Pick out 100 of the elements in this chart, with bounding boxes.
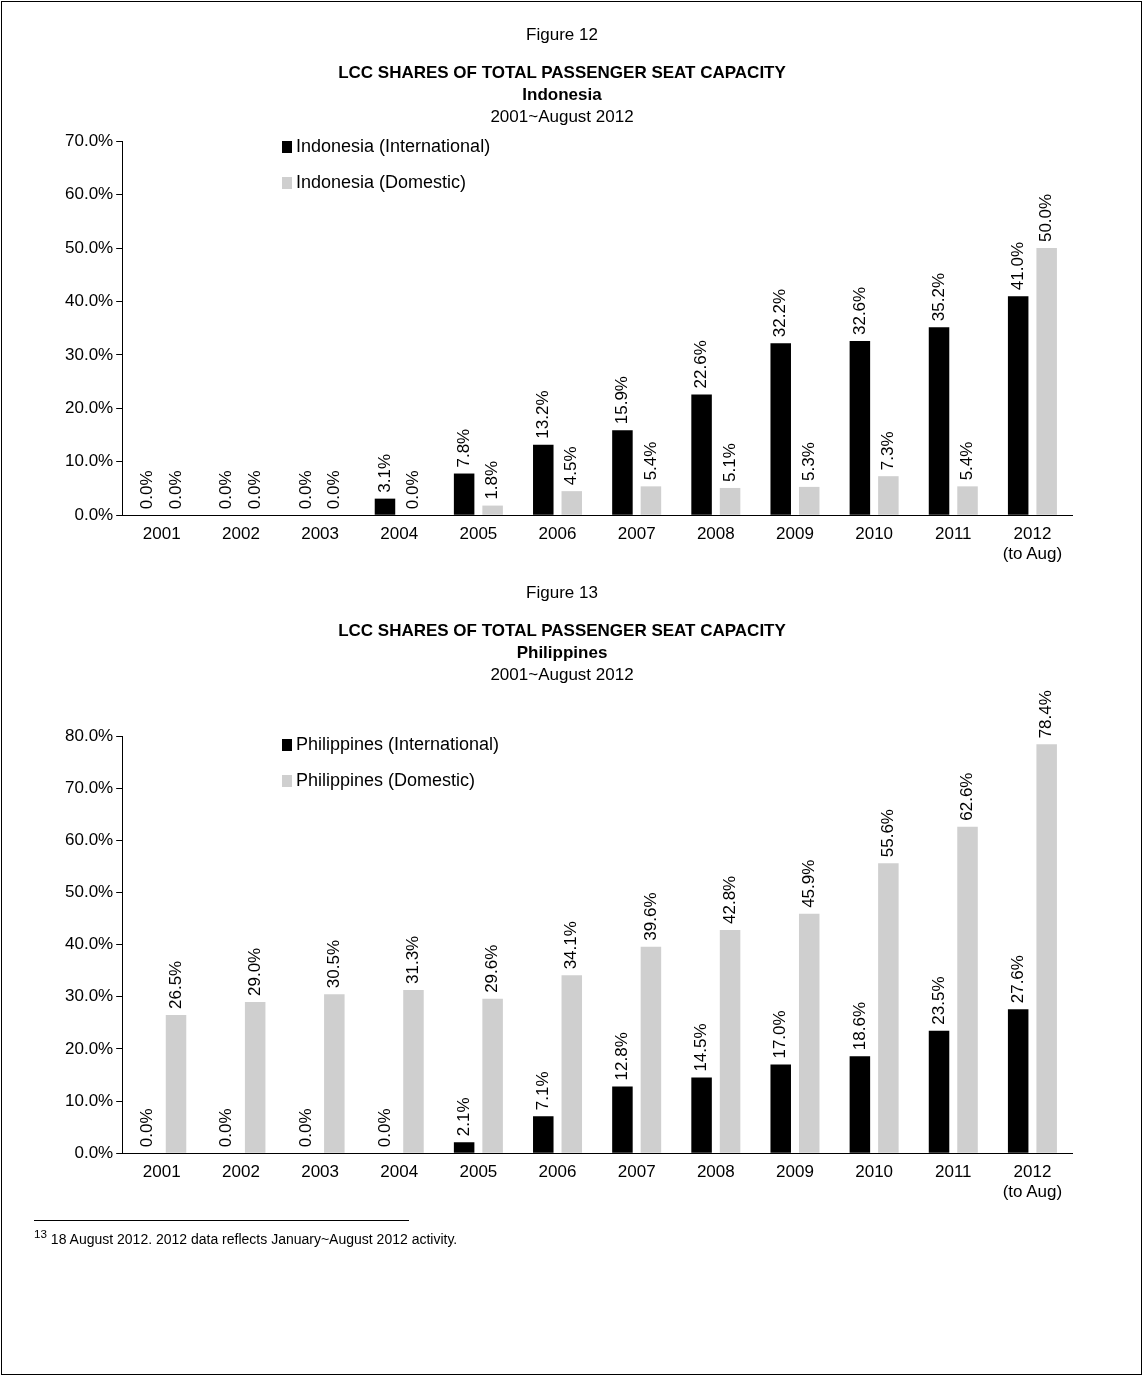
bar <box>1036 248 1057 515</box>
data-label: 7.8% <box>453 428 473 468</box>
x-tick-label: 2007 <box>617 524 656 544</box>
x-tick-label: 2009 <box>776 1162 814 1182</box>
y-tick-label: 40.0% <box>65 934 114 954</box>
bar <box>324 994 345 1153</box>
legend-label: Philippines (Domestic) <box>296 770 476 790</box>
data-label: 55.6% <box>878 809 898 858</box>
y-tick-label: 30.0% <box>65 986 114 1006</box>
bar <box>719 930 741 1153</box>
x-tick-label: 2004 <box>380 524 419 544</box>
bar <box>878 863 899 1153</box>
y-tick-label: 60.0% <box>65 829 114 849</box>
y-tick-label: 80.0% <box>65 725 114 745</box>
data-label: 14.5% <box>691 1023 711 1072</box>
x-tick-label: 2006 <box>538 524 577 544</box>
bar <box>561 975 583 1153</box>
data-label: 23.5% <box>928 976 948 1025</box>
data-label: 2.1% <box>453 1097 473 1137</box>
chart-subtitle: Indonesia <box>521 84 603 106</box>
data-label: 35.2% <box>928 272 948 322</box>
y-tick-label: 50.0% <box>65 237 114 257</box>
chart-title: LCC SHARES OF TOTAL PASSENGER SEAT CAPACITY <box>337 62 787 84</box>
data-label: 50.0% <box>1036 193 1056 243</box>
data-label: 0.0% <box>295 1108 315 1148</box>
data-label: 29.6% <box>482 944 502 993</box>
y-tick-label: 20.0% <box>65 398 114 418</box>
x-tick-label: 2007 <box>617 1162 656 1182</box>
caption: Figure 13 <box>525 582 599 604</box>
data-label: 29.0% <box>244 947 264 996</box>
data-label: 27.6% <box>1007 955 1027 1004</box>
bar <box>244 1001 266 1153</box>
data-label: 30.5% <box>324 939 344 989</box>
x-tick-label: 2008 <box>696 1162 735 1182</box>
y-tick-label: 50.0% <box>65 882 114 902</box>
data-label: 1.8% <box>482 460 502 500</box>
x-tick-label: 2003 <box>301 524 339 544</box>
data-label: 62.6% <box>957 772 977 821</box>
data-label: 17.0% <box>770 1010 790 1059</box>
data-label: 32.2% <box>770 288 790 338</box>
bar <box>957 486 978 515</box>
bar <box>878 476 899 515</box>
x-tick-label: 2004 <box>380 1162 419 1182</box>
data-label: 42.8% <box>719 875 739 924</box>
caption: Figure 12 <box>525 24 599 46</box>
y-tick-label: 10.0% <box>65 451 114 471</box>
data-label: 0.0% <box>165 470 185 510</box>
bar <box>640 946 662 1153</box>
data-label: 5.4% <box>957 441 977 481</box>
bar <box>165 1015 187 1153</box>
bar <box>798 913 820 1153</box>
data-label: 0.0% <box>324 470 344 510</box>
y-tick-label: 20.0% <box>65 1038 114 1058</box>
text: $^{13}$ 18 August 2012. 2012 data reflects January~August 2012 activity. <box>34 1227 459 1247</box>
bar <box>482 998 503 1153</box>
y-tick-label: 0.0% <box>74 1142 114 1162</box>
bar <box>957 826 978 1153</box>
data-label: 5.4% <box>640 441 660 481</box>
y-tick-label: 40.0% <box>65 291 114 311</box>
x-tick-label: 2009 <box>776 524 814 544</box>
data-label: 3.1% <box>374 453 394 493</box>
data-label: 0.0% <box>244 470 264 510</box>
text: 2001~August 2012 <box>489 106 635 128</box>
bar <box>719 487 741 515</box>
x-tick-label: 2002 <box>222 1162 260 1182</box>
x-tick-label: 2012 (to Aug) <box>1002 524 1063 564</box>
y-tick-label: 70.0% <box>65 130 114 150</box>
chart-subtitle: Philippines <box>515 642 609 664</box>
data-label: 15.9% <box>612 376 632 425</box>
x-tick-label: 2008 <box>696 524 735 544</box>
bar <box>798 486 820 515</box>
data-label: 12.8% <box>612 1032 632 1081</box>
bar <box>561 491 583 515</box>
data-label: 4.5% <box>561 446 581 486</box>
y-tick-label: 30.0% <box>65 344 114 364</box>
legend-label: Philippines (International) <box>296 734 500 754</box>
bar <box>1036 744 1057 1153</box>
data-label: 41.0% <box>1007 241 1027 291</box>
bar <box>640 486 662 515</box>
data-label: 0.0% <box>137 470 157 510</box>
x-tick-label: 2011 <box>934 524 972 544</box>
x-tick-label: 2010 <box>855 524 894 544</box>
legend-label: Indonesia (Domestic) <box>296 172 467 192</box>
y-tick-label: 0.0% <box>74 504 114 524</box>
data-label: 31.3% <box>403 935 423 984</box>
data-label: 22.6% <box>691 340 711 389</box>
x-tick-label: 2005 <box>459 1162 498 1182</box>
x-tick-label: 2006 <box>538 1162 577 1182</box>
data-label: 78.4% <box>1036 690 1056 739</box>
data-label: 26.5% <box>165 960 185 1009</box>
data-label: 0.0% <box>403 470 423 510</box>
data-label: 0.0% <box>137 1108 157 1148</box>
x-tick-label: 2011 <box>934 1162 972 1182</box>
chart-title: LCC SHARES OF TOTAL PASSENGER SEAT CAPACITY <box>337 620 787 642</box>
data-label: 39.6% <box>640 892 660 941</box>
y-tick-label: 10.0% <box>65 1090 114 1110</box>
data-label: 0.0% <box>216 1108 236 1148</box>
legend-label: Indonesia (International) <box>296 136 491 156</box>
y-tick-label: 70.0% <box>65 777 114 797</box>
x-tick-label: 2003 <box>301 1162 339 1182</box>
